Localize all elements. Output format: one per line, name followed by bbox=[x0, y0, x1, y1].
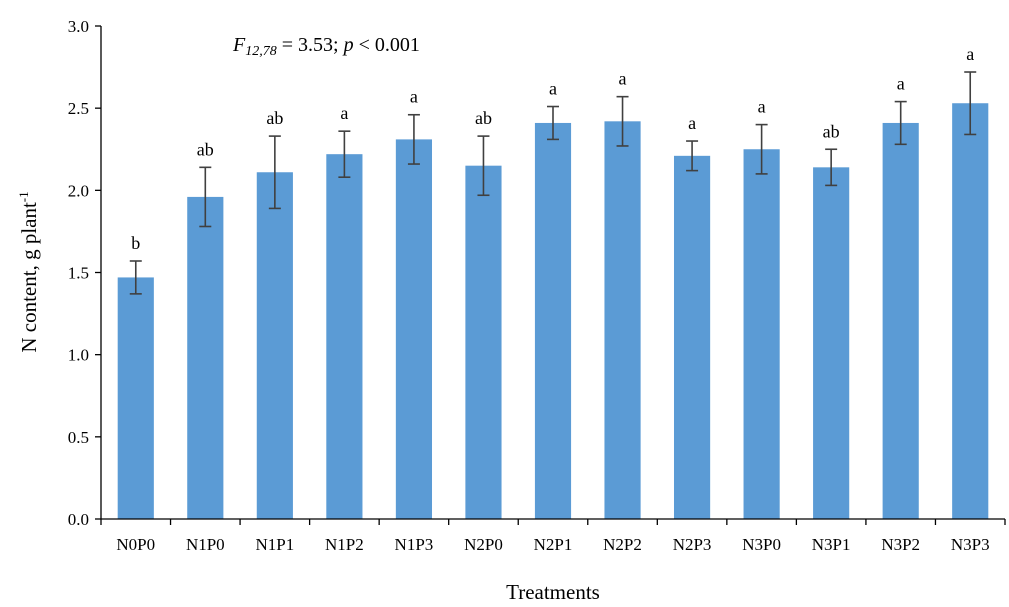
p-value: < 0.001 bbox=[354, 34, 420, 56]
y-tick-label-3: 1.5 bbox=[68, 264, 89, 283]
bars-layer bbox=[117, 103, 989, 520]
bar-N1P2 bbox=[326, 154, 363, 519]
p-symbol: p bbox=[342, 34, 354, 56]
bar-N0P0 bbox=[117, 277, 154, 519]
bar-N2P0 bbox=[465, 165, 502, 519]
x-tick-label-N1P1: N1P1 bbox=[255, 535, 294, 554]
significance-label-N2P1: a bbox=[549, 79, 557, 99]
f-subscript: 12,78 bbox=[245, 44, 277, 59]
x-tick-label-N2P0: N2P0 bbox=[464, 535, 503, 554]
error-bar-N3P2 bbox=[894, 100, 907, 146]
significance-labels-layer: b ab ab a a ab a a a a ab a a bbox=[131, 44, 974, 253]
axes-layer bbox=[95, 25, 1006, 525]
error-bar-N1P2 bbox=[338, 130, 351, 178]
y-tick-label-2: 1.0 bbox=[68, 346, 89, 365]
x-tick-label-N1P3: N1P3 bbox=[395, 535, 434, 554]
significance-label-N3P2: a bbox=[897, 74, 905, 94]
y-tick-label-5: 2.5 bbox=[68, 99, 89, 118]
stat-annotation: F12,78 = 3.53; p < 0.001 bbox=[232, 34, 420, 59]
bar-N3P2 bbox=[882, 122, 919, 519]
x-tick-label-N2P2: N2P2 bbox=[603, 535, 642, 554]
x-tick-label-N3P0: N3P0 bbox=[742, 535, 781, 554]
significance-label-N3P1: ab bbox=[823, 121, 840, 141]
error-bar-N2P1 bbox=[547, 105, 559, 141]
bar-N3P3 bbox=[952, 103, 989, 519]
y-axis-title: N content, g plant-1 bbox=[16, 191, 41, 352]
bar-N1P0 bbox=[187, 196, 224, 519]
x-tick-labels-layer: N0P0 N1P0 N1P1 N1P2 N1P3 N2P0 N2P1 N2P2 N2P3 N3P0… bbox=[116, 535, 989, 554]
significance-label-N1P3: a bbox=[410, 87, 418, 107]
bar-N2P1 bbox=[534, 122, 572, 519]
y-tick-labels-layer: 0.0 0.5 1.0 1.5 2.0 2.5 3.0 bbox=[68, 17, 89, 529]
bar-N3P0 bbox=[743, 149, 780, 519]
error-bar-N0P0 bbox=[129, 260, 142, 295]
x-tick-label-N3P3: N3P3 bbox=[951, 535, 990, 554]
error-bar-N1P0 bbox=[199, 166, 212, 228]
error-bar-N3P0 bbox=[755, 123, 768, 175]
y-tick-label-0: 0.0 bbox=[68, 510, 89, 529]
significance-label-N3P3: a bbox=[966, 44, 974, 64]
y-axis-title-main: N content, g plant bbox=[17, 202, 41, 353]
bar-N2P2 bbox=[604, 121, 641, 520]
significance-label-N1P2: a bbox=[340, 103, 348, 123]
x-axis-title: Treatments bbox=[506, 580, 600, 604]
x-tick-label-N1P2: N1P2 bbox=[325, 535, 364, 554]
x-tick-label-N2P1: N2P1 bbox=[534, 535, 573, 554]
error-bar-N3P1 bbox=[825, 148, 838, 187]
error-bar-N2P3 bbox=[686, 140, 699, 172]
significance-label-N2P2: a bbox=[619, 69, 627, 89]
x-tick-label-N2P3: N2P3 bbox=[673, 535, 712, 554]
x-tick-label-N3P1: N3P1 bbox=[812, 535, 851, 554]
f-value: = 3.53; bbox=[277, 34, 344, 56]
significance-label-N3P0: a bbox=[758, 97, 766, 117]
bar-N2P3 bbox=[673, 155, 711, 519]
error-bars-layer bbox=[129, 71, 977, 295]
significance-label-N1P1: ab bbox=[266, 108, 283, 128]
x-tick-label-N1P0: N1P0 bbox=[186, 535, 225, 554]
significance-label-N1P0: ab bbox=[197, 139, 214, 159]
significance-label-N0P0: b bbox=[131, 233, 140, 253]
x-tick-label-N3P2: N3P2 bbox=[881, 535, 920, 554]
y-tick-label-1: 0.5 bbox=[68, 428, 89, 447]
error-bar-N3P3 bbox=[964, 71, 977, 136]
significance-label-N2P0: ab bbox=[475, 108, 492, 128]
y-axis-title-superscript: -1 bbox=[16, 191, 31, 202]
y-tick-label-6: 3.0 bbox=[68, 17, 89, 36]
error-bar-N1P3 bbox=[407, 113, 420, 165]
y-tick-label-4: 2.0 bbox=[68, 181, 89, 200]
bar-N3P1 bbox=[813, 167, 850, 519]
x-tick-label-N0P0: N0P0 bbox=[116, 535, 155, 554]
bar-N1P3 bbox=[395, 139, 433, 519]
error-bar-N2P0 bbox=[477, 135, 490, 197]
error-bar-N1P1 bbox=[268, 135, 281, 210]
error-bar-N2P2 bbox=[616, 95, 629, 147]
significance-label-N2P3: a bbox=[688, 113, 696, 133]
f-symbol: F bbox=[232, 34, 246, 56]
bar-N1P1 bbox=[256, 172, 293, 520]
